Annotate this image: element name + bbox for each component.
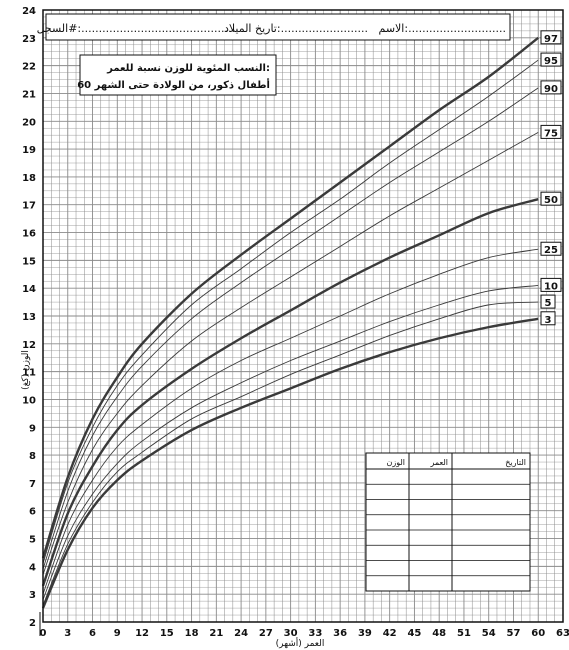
percentile-label-box-50 bbox=[540, 191, 562, 206]
y-tick-label: 9 bbox=[29, 423, 36, 434]
y-tick-label: 18 bbox=[22, 173, 36, 184]
y-tick-label: 19 bbox=[22, 145, 36, 156]
x-tick-label: 51 bbox=[457, 628, 471, 639]
y-tick-label: 6 bbox=[29, 507, 36, 518]
y-tick-label: 8 bbox=[29, 451, 36, 462]
percentile-label-25: 25 bbox=[544, 245, 558, 256]
table-header-weight: الوزن bbox=[386, 458, 405, 467]
y-axis-title: الوزن (كغ) bbox=[21, 350, 31, 390]
percentile-label-box-95 bbox=[540, 52, 562, 67]
x-axis-title: العمر (أشهر) bbox=[276, 637, 325, 649]
percentile-line-3 bbox=[41, 317, 539, 609]
x-tick-label: 9 bbox=[114, 628, 121, 639]
percentile-label-10: 10 bbox=[544, 281, 558, 292]
x-tick-label: 0 bbox=[40, 628, 47, 639]
x-tick-label: 24 bbox=[234, 628, 248, 639]
y-tick-label: 13 bbox=[22, 312, 36, 323]
percentile-label-90: 90 bbox=[544, 84, 558, 95]
percentile-line-90 bbox=[42, 87, 539, 570]
chart-title-box: النسب المئوية للوزن نسبة للعمر: أطفال ذك… bbox=[77, 54, 277, 96]
dob-field-label: تاريخ الميلاد:......................... bbox=[224, 22, 368, 35]
percentile-label-box-10 bbox=[540, 277, 562, 292]
y-tick-label: 20 bbox=[22, 117, 36, 128]
percentile-label-5: 5 bbox=[545, 298, 552, 309]
percentile-line-97 bbox=[41, 36, 539, 559]
y-tick-label: 16 bbox=[22, 229, 36, 240]
table-header-date: التاريخ bbox=[505, 458, 526, 467]
y-tick-label: 17 bbox=[22, 201, 36, 212]
percentile-label-75: 75 bbox=[544, 128, 558, 139]
x-tick-label: 3 bbox=[64, 628, 71, 639]
x-tick-label: 48 bbox=[432, 628, 446, 639]
y-tick-label: 7 bbox=[29, 479, 36, 490]
chart-title-line1: النسب المئوية للوزن نسبة للعمر: bbox=[106, 63, 270, 74]
x-tick-label: 21 bbox=[209, 628, 223, 639]
y-tick-label: 15 bbox=[22, 256, 36, 267]
x-tick-label: 15 bbox=[160, 628, 174, 639]
header-box: الاسم:............................ تاريخ… bbox=[37, 13, 511, 41]
x-tick-label: 33 bbox=[308, 628, 322, 639]
percentile-label-box-90 bbox=[540, 80, 562, 95]
y-tick-label: 3 bbox=[29, 590, 36, 601]
y-tick-label: 24 bbox=[22, 6, 36, 17]
percentile-line-95 bbox=[42, 59, 539, 564]
x-tick-label: 57 bbox=[507, 628, 521, 639]
y-tick-label: 5 bbox=[29, 535, 36, 546]
x-tick-label: 36 bbox=[333, 628, 347, 639]
table-rows bbox=[366, 483, 530, 577]
percentile-labels: 97 95 90 75 50 25 10 5 3 bbox=[540, 30, 562, 326]
y-tick-label: 4 bbox=[29, 562, 36, 573]
x-tick-label: 18 bbox=[185, 628, 199, 639]
y-tick-label: 12 bbox=[22, 340, 36, 351]
percentile-label-box-25 bbox=[540, 241, 562, 256]
y-tick-label: 22 bbox=[22, 62, 36, 73]
y-tick-label: 14 bbox=[22, 284, 36, 295]
percentile-label-95: 95 bbox=[544, 56, 558, 67]
table-header-age: العمر bbox=[429, 458, 448, 467]
record-table: التاريخ العمر الوزن bbox=[365, 452, 531, 592]
x-tick-label: 54 bbox=[482, 628, 496, 639]
percentile-line-10 bbox=[42, 284, 539, 600]
plot-frame bbox=[42, 9, 564, 623]
y-tick-label: 10 bbox=[22, 395, 36, 406]
percentile-label-box-75 bbox=[540, 124, 562, 139]
x-tick-label: 45 bbox=[407, 628, 421, 639]
record-field-label: السجل#:.................................… bbox=[37, 22, 235, 35]
percentile-line-25 bbox=[42, 248, 539, 595]
tick-labels: 0 3 6 9 12 15 18 21 24 27 30 33 36 39 42 45 48 51 54 57 60 63… bbox=[22, 6, 569, 639]
percentile-lines bbox=[41, 36, 539, 609]
percentile-label-box-5 bbox=[540, 294, 556, 309]
x-tick-label: 42 bbox=[383, 628, 397, 639]
percentile-label-50: 50 bbox=[544, 195, 558, 206]
chart-title-line2: أطفال ذكور، من الولادة حتى الشهر 60 bbox=[77, 78, 270, 91]
percentile-label-box-3 bbox=[540, 311, 556, 326]
y-tick-label: 21 bbox=[22, 89, 36, 100]
x-tick-label: 12 bbox=[135, 628, 149, 639]
y-tick-label: 2 bbox=[29, 618, 36, 629]
percentile-line-5 bbox=[42, 301, 539, 606]
x-tick-label: 63 bbox=[556, 628, 569, 639]
percentile-label-box-97 bbox=[540, 30, 562, 45]
y-tick-label: 11 bbox=[22, 368, 36, 379]
percentile-line-50 bbox=[41, 198, 539, 587]
name-field-label: الاسم:............................ bbox=[379, 22, 507, 35]
percentile-label-97: 97 bbox=[544, 34, 558, 45]
percentile-line-75 bbox=[42, 132, 539, 575]
x-tick-label: 39 bbox=[358, 628, 372, 639]
x-tick-label: 30 bbox=[284, 628, 298, 639]
x-tick-label: 60 bbox=[531, 628, 545, 639]
y-tick-label: 23 bbox=[22, 34, 36, 45]
x-tick-label: 27 bbox=[259, 628, 273, 639]
x-tick-label: 6 bbox=[89, 628, 96, 639]
percentile-label-3: 3 bbox=[545, 315, 552, 326]
